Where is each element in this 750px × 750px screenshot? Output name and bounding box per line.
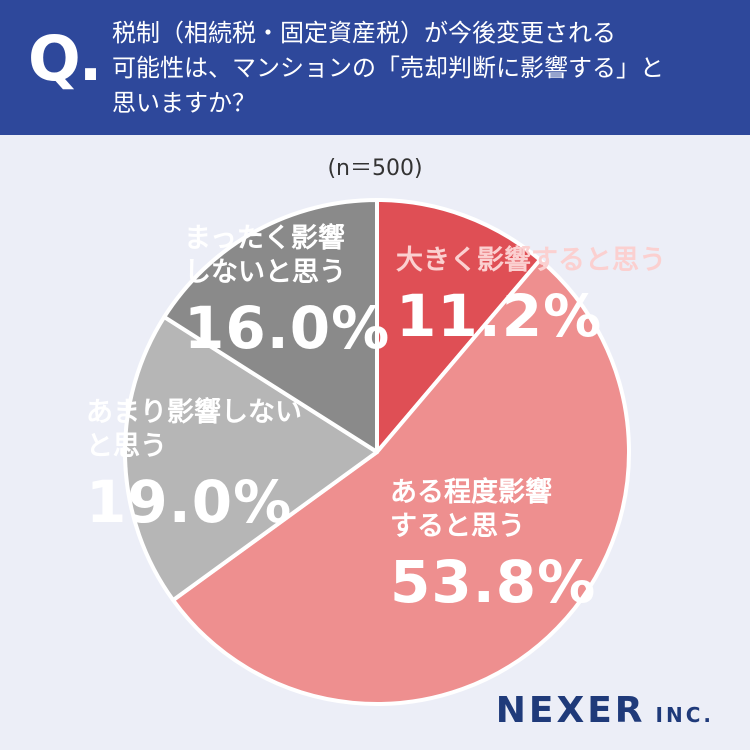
question-line: 可能性は、マンションの「売却判断に影響する」と (112, 54, 664, 82)
pie-slice (171, 257, 631, 706)
header: Q. 税制（相続税・固定資産税）が今後変更される 可能性は、マンションの「売却判… (0, 0, 750, 135)
question-line: 税制（相続税・固定資産税）が今後変更される (112, 19, 616, 47)
value-label: 16.0% (184, 294, 391, 362)
subtitle: (n＝500) (327, 156, 423, 181)
slice-label: あまり影響しないと思う 19.0% (86, 396, 302, 536)
category-label: 大きく影響すると思う (396, 245, 666, 276)
question: 税制（相続税・固定資産税）が今後変更される 可能性は、マンションの「売却判断に影… (112, 16, 664, 121)
slice-label: ある程度影響すると思う 53.8% (390, 476, 596, 616)
slice-label: 大きく影響すると思う 11.2% (396, 244, 666, 350)
logo-name: NEXER (495, 690, 646, 731)
category-label: あまり影響しないと思う (86, 397, 302, 462)
category-label: まったく影響しないと思う (184, 223, 346, 288)
category-label: ある程度影響すると思う (390, 477, 552, 542)
pie-slice (162, 198, 379, 454)
slice-label: まったく影響しないと思う 16.0% (184, 222, 390, 362)
pie-slice (123, 314, 379, 603)
q-mark: Q. (28, 22, 102, 95)
question-line: 思いますか？ (112, 89, 256, 117)
logo-suffix: INC. (655, 703, 714, 727)
value-label: 53.8% (390, 548, 597, 616)
logo: NEXER INC. (496, 690, 714, 731)
value-label: 19.0% (86, 468, 293, 536)
pie-slice (375, 198, 543, 454)
value-label: 11.2% (396, 282, 603, 350)
